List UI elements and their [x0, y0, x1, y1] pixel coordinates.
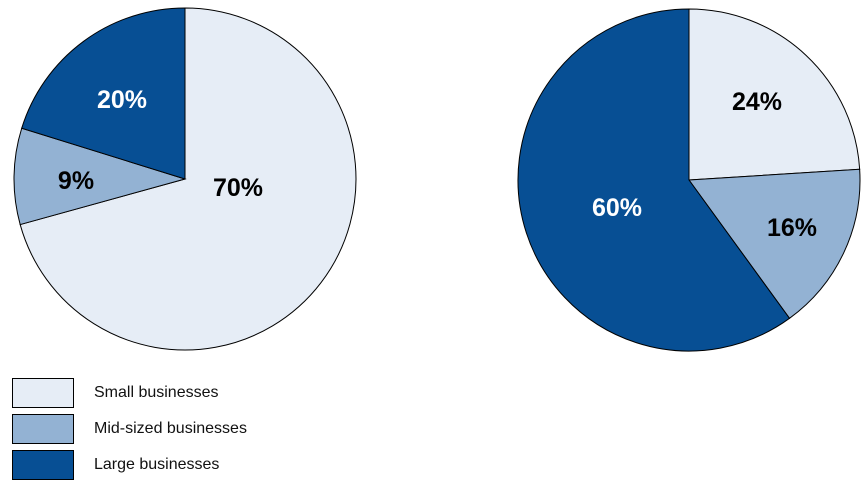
pie-right-slice-small: [688, 8, 861, 181]
legend: Small businesses Mid-sized businesses La…: [12, 376, 247, 484]
legend-label-large: Large businesses: [94, 456, 220, 473]
legend-swatch-small: [12, 378, 74, 408]
pie-left-label-small: 70%: [213, 174, 263, 202]
pie-left-slice-mid-sized: [13, 127, 187, 226]
legend-item-small: Small businesses: [12, 376, 247, 410]
legend-item-mid-sized: Mid-sized businesses: [12, 412, 247, 446]
pie-right: 24% 16% 60%: [517, 8, 861, 352]
pie-right-label-large: 60%: [592, 194, 642, 222]
pie-left-slice-large: [21, 7, 186, 180]
legend-swatch-mid-sized: [12, 414, 74, 444]
legend-label-small: Small businesses: [94, 384, 219, 401]
pie-right-label-small: 24%: [732, 88, 782, 116]
pie-left-label-large: 20%: [97, 86, 147, 114]
pie-right-slice-large: [517, 8, 791, 352]
pie-left-label-mid-sized: 9%: [58, 167, 94, 195]
pie-left: 70% 9% 20%: [13, 7, 357, 351]
pie-right-slice-mid-sized: [688, 168, 861, 320]
legend-item-large: Large businesses: [12, 448, 247, 482]
legend-swatch-large: [12, 450, 74, 480]
pie-left-slice-small: [19, 7, 357, 351]
pie-right-label-mid-sized: 16%: [767, 214, 817, 242]
legend-label-mid-sized: Mid-sized businesses: [94, 420, 247, 437]
